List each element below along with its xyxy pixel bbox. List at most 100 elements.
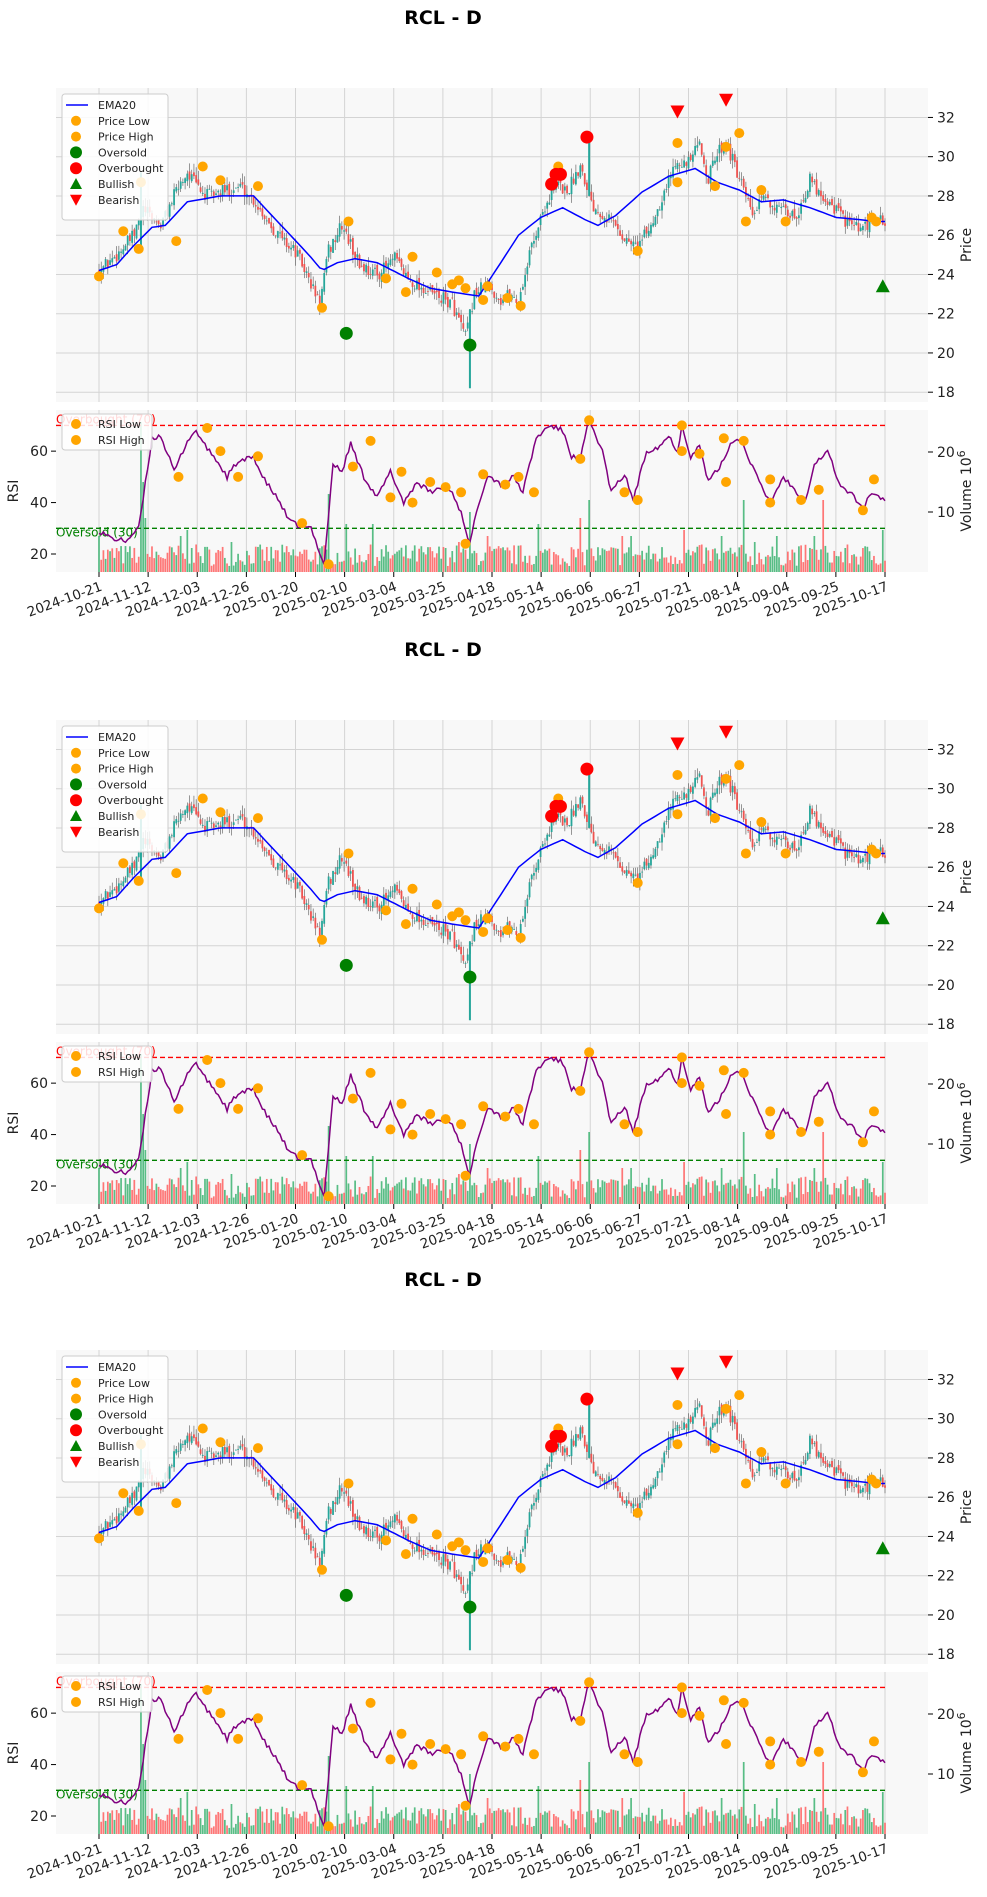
volume-bar (466, 1820, 469, 1834)
volume-bar (650, 1191, 652, 1204)
volume-bar (296, 1188, 299, 1204)
candle-body (839, 1468, 842, 1474)
volume-bar (451, 551, 454, 572)
candle-body (616, 1485, 619, 1492)
candle-body (612, 852, 615, 854)
volume-bar (519, 545, 522, 572)
volume-bar (201, 1825, 204, 1834)
candle-body (420, 1549, 423, 1552)
candle-body (574, 804, 577, 817)
rsi-tick-label: 20 (30, 1809, 48, 1825)
volume-bar (767, 1187, 769, 1204)
volume-bar (661, 1809, 663, 1834)
candle-body (215, 825, 217, 827)
candle-body (828, 1463, 831, 1467)
volume-bar (877, 1826, 880, 1834)
candle-body (705, 797, 708, 809)
candle-body (109, 260, 111, 265)
candle-body (257, 838, 259, 842)
candle-body (325, 1520, 328, 1535)
candle-body (404, 904, 407, 909)
rsi-high-marker (252, 1083, 263, 1094)
volume-bar (539, 1182, 542, 1204)
candle-body (451, 297, 454, 299)
candle-body (129, 1496, 131, 1504)
candle-body (358, 1516, 361, 1530)
volume-bar (444, 1810, 447, 1834)
volume-bar (124, 546, 127, 572)
volume-bar (689, 1187, 692, 1204)
volume-bar (352, 1826, 354, 1834)
candle-body (316, 1556, 319, 1558)
volume-bar (438, 1808, 440, 1834)
volume-bar (466, 558, 469, 572)
candle-body (223, 816, 226, 825)
price-legend-label: Bullish (98, 1440, 134, 1453)
volume-bar (714, 548, 716, 572)
price-tick-label: 18 (937, 385, 955, 401)
candle-body (117, 251, 120, 260)
volume-bar (115, 1810, 118, 1834)
price-tick-label: 28 (937, 821, 955, 837)
candle-body (126, 235, 129, 246)
volume-bar (663, 1819, 666, 1834)
volume-bar (544, 1181, 546, 1204)
candle-body (389, 259, 392, 265)
candle-body (226, 185, 228, 191)
volume-bar (862, 548, 864, 572)
candle-body (641, 239, 644, 241)
candle-body (703, 1417, 705, 1426)
candle-body (782, 206, 785, 207)
volume-bar (257, 1808, 259, 1834)
rsi-high-marker (478, 1731, 489, 1742)
candle-body (809, 1435, 811, 1454)
volume-bar (124, 1178, 127, 1204)
volume-bar (252, 1825, 255, 1834)
volume-bar (307, 1821, 310, 1834)
volume-bar (654, 553, 657, 572)
volume-bar (809, 1809, 811, 1834)
volume-bar (274, 550, 277, 572)
volume-bar (341, 561, 343, 572)
candle-body (833, 205, 836, 214)
volume-bar (745, 1815, 747, 1834)
candle-body (630, 872, 632, 877)
candle-body (804, 1459, 807, 1465)
candle-body (305, 1533, 308, 1535)
candle-body (365, 264, 368, 273)
volume-bar (636, 1816, 639, 1834)
candle-body (325, 258, 328, 273)
candle-body (440, 300, 443, 303)
volume-bar (610, 1179, 613, 1204)
candle-body (663, 190, 666, 201)
volume-bar (382, 556, 385, 572)
candle-body (349, 1501, 352, 1504)
candle-body (548, 1464, 551, 1467)
candle-body (115, 1516, 118, 1524)
candle-body (340, 226, 343, 230)
volume-bar (334, 1196, 337, 1204)
legend-swatch-circle (70, 162, 82, 175)
candle-body (449, 1561, 451, 1570)
candle-body (656, 1471, 659, 1479)
candle-body (471, 311, 474, 313)
candle-body (533, 1503, 535, 1506)
volume-bar (274, 1812, 277, 1834)
volume-bar (504, 1812, 507, 1834)
volume-bar (842, 1194, 844, 1204)
volume-bar (616, 548, 619, 572)
volume-bar (568, 1197, 571, 1204)
candle-body (356, 886, 359, 890)
volume-bar (641, 550, 643, 572)
volume-bar (603, 1811, 606, 1834)
rsi-line (98, 1047, 886, 1197)
volume-bar (318, 548, 321, 572)
rsi-high-marker (868, 1736, 879, 1747)
price-high-marker (453, 1537, 464, 1548)
volume-bar (318, 1810, 321, 1834)
candle-body (603, 1480, 606, 1484)
candle-body (356, 254, 359, 258)
candle-body (433, 922, 436, 926)
volume-bar (773, 1818, 776, 1834)
candle-body (791, 210, 794, 217)
